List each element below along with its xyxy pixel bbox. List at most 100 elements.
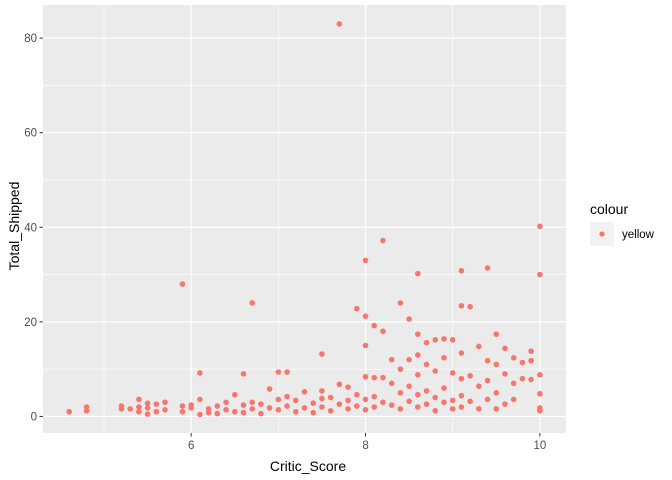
data-point xyxy=(336,381,343,388)
x-tick-label: 8 xyxy=(362,440,368,452)
data-point xyxy=(502,401,508,407)
data-point xyxy=(345,384,351,390)
data-point xyxy=(397,406,404,412)
data-point xyxy=(458,392,465,399)
data-point xyxy=(310,400,317,407)
data-point xyxy=(319,395,325,402)
y-tick-label: 0 xyxy=(31,411,37,423)
data-point xyxy=(510,396,517,403)
data-point xyxy=(275,407,282,413)
data-point xyxy=(319,351,325,357)
data-point xyxy=(476,343,482,350)
data-point xyxy=(449,370,456,376)
data-point xyxy=(188,402,194,408)
data-point xyxy=(362,373,369,380)
data-point xyxy=(197,370,203,376)
data-point xyxy=(214,403,221,409)
data-point xyxy=(240,402,247,408)
data-point xyxy=(484,265,491,271)
data-points xyxy=(66,21,543,418)
data-point xyxy=(388,356,395,363)
data-point xyxy=(528,376,534,383)
plot-panel-background xyxy=(43,5,566,433)
x-tick-label: 6 xyxy=(188,440,194,452)
data-point xyxy=(240,409,247,416)
data-point xyxy=(415,352,421,358)
data-point xyxy=(354,305,360,312)
data-point xyxy=(432,394,439,401)
data-point xyxy=(292,408,299,415)
data-point xyxy=(406,398,412,405)
data-point xyxy=(380,237,386,244)
data-point xyxy=(144,405,151,411)
data-point xyxy=(476,406,482,412)
data-point xyxy=(458,404,465,410)
data-point xyxy=(205,409,212,416)
data-point xyxy=(258,401,264,407)
data-point xyxy=(66,408,72,415)
data-point xyxy=(362,313,369,319)
data-point xyxy=(441,399,447,406)
data-point xyxy=(441,336,447,342)
data-point xyxy=(327,407,334,414)
data-point xyxy=(214,410,221,417)
data-point xyxy=(502,345,508,352)
data-point xyxy=(249,399,255,406)
data-point xyxy=(380,328,386,335)
data-point xyxy=(345,406,351,412)
legend-title: colour xyxy=(590,201,628,217)
data-point xyxy=(449,406,456,412)
data-point xyxy=(362,396,369,403)
data-point xyxy=(380,399,386,406)
data-point xyxy=(362,407,369,413)
data-point xyxy=(458,267,465,274)
data-point xyxy=(432,368,439,374)
data-point xyxy=(292,397,299,404)
data-point xyxy=(319,404,325,410)
data-point xyxy=(423,361,430,368)
data-point xyxy=(484,396,491,403)
data-point xyxy=(153,408,160,415)
data-point xyxy=(458,350,465,356)
data-point xyxy=(362,342,369,349)
data-point xyxy=(406,383,412,389)
data-point xyxy=(493,331,500,337)
x-tick-label: 10 xyxy=(533,440,546,452)
data-point xyxy=(493,406,500,412)
data-point xyxy=(301,405,308,411)
data-point xyxy=(458,375,465,382)
major-gridlines xyxy=(43,5,566,433)
data-point xyxy=(118,403,125,409)
data-point xyxy=(423,339,430,346)
data-point xyxy=(179,408,186,415)
data-point xyxy=(223,407,229,413)
data-point xyxy=(162,399,168,406)
data-point xyxy=(179,403,186,409)
data-point xyxy=(153,401,160,407)
data-point xyxy=(258,410,264,417)
data-point xyxy=(458,302,465,309)
data-point xyxy=(441,385,447,391)
data-point xyxy=(484,357,491,364)
data-point xyxy=(284,403,290,409)
data-point xyxy=(493,361,500,368)
legend-label-yellow: yellow xyxy=(622,229,655,241)
data-point xyxy=(432,337,439,343)
y-axis-title: Total_Shipped xyxy=(6,182,22,271)
data-point xyxy=(231,391,238,398)
minor-gridlines xyxy=(43,5,566,433)
data-point xyxy=(136,396,142,403)
data-point xyxy=(423,401,430,407)
data-point xyxy=(310,409,317,416)
data-point xyxy=(266,386,273,392)
data-point xyxy=(223,399,229,406)
data-point xyxy=(537,390,543,397)
data-point xyxy=(502,371,508,377)
data-point xyxy=(179,281,186,287)
data-point xyxy=(397,366,404,372)
data-point xyxy=(336,401,343,407)
data-point xyxy=(354,403,360,409)
y-tick-label: 40 xyxy=(24,222,37,234)
data-point xyxy=(537,372,543,378)
